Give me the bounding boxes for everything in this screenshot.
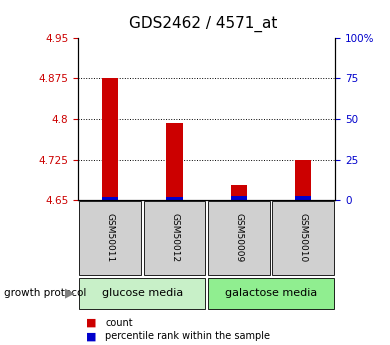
- Text: ■: ■: [86, 332, 96, 341]
- Text: GSM50009: GSM50009: [234, 214, 243, 263]
- Bar: [295, 159, 311, 200]
- Bar: [102, 197, 118, 200]
- Text: ■: ■: [86, 318, 96, 327]
- Bar: [102, 78, 118, 200]
- Bar: [167, 123, 183, 200]
- Text: GSM50012: GSM50012: [170, 214, 179, 263]
- Bar: [272, 201, 334, 275]
- Bar: [79, 278, 206, 309]
- Text: growth protocol: growth protocol: [4, 288, 86, 298]
- Text: GDS2462 / 4571_at: GDS2462 / 4571_at: [129, 16, 277, 32]
- Text: galactose media: galactose media: [225, 288, 317, 298]
- Text: GSM50010: GSM50010: [299, 214, 308, 263]
- Bar: [231, 196, 247, 200]
- Bar: [231, 185, 247, 200]
- Text: count: count: [105, 318, 133, 327]
- Bar: [167, 197, 183, 200]
- Bar: [144, 201, 206, 275]
- Text: glucose media: glucose media: [102, 288, 183, 298]
- Bar: [79, 201, 141, 275]
- Text: percentile rank within the sample: percentile rank within the sample: [105, 332, 270, 341]
- Text: ▶: ▶: [64, 287, 74, 300]
- Bar: [295, 196, 311, 200]
- Text: GSM50011: GSM50011: [106, 214, 115, 263]
- Bar: [208, 278, 334, 309]
- Bar: [208, 201, 270, 275]
